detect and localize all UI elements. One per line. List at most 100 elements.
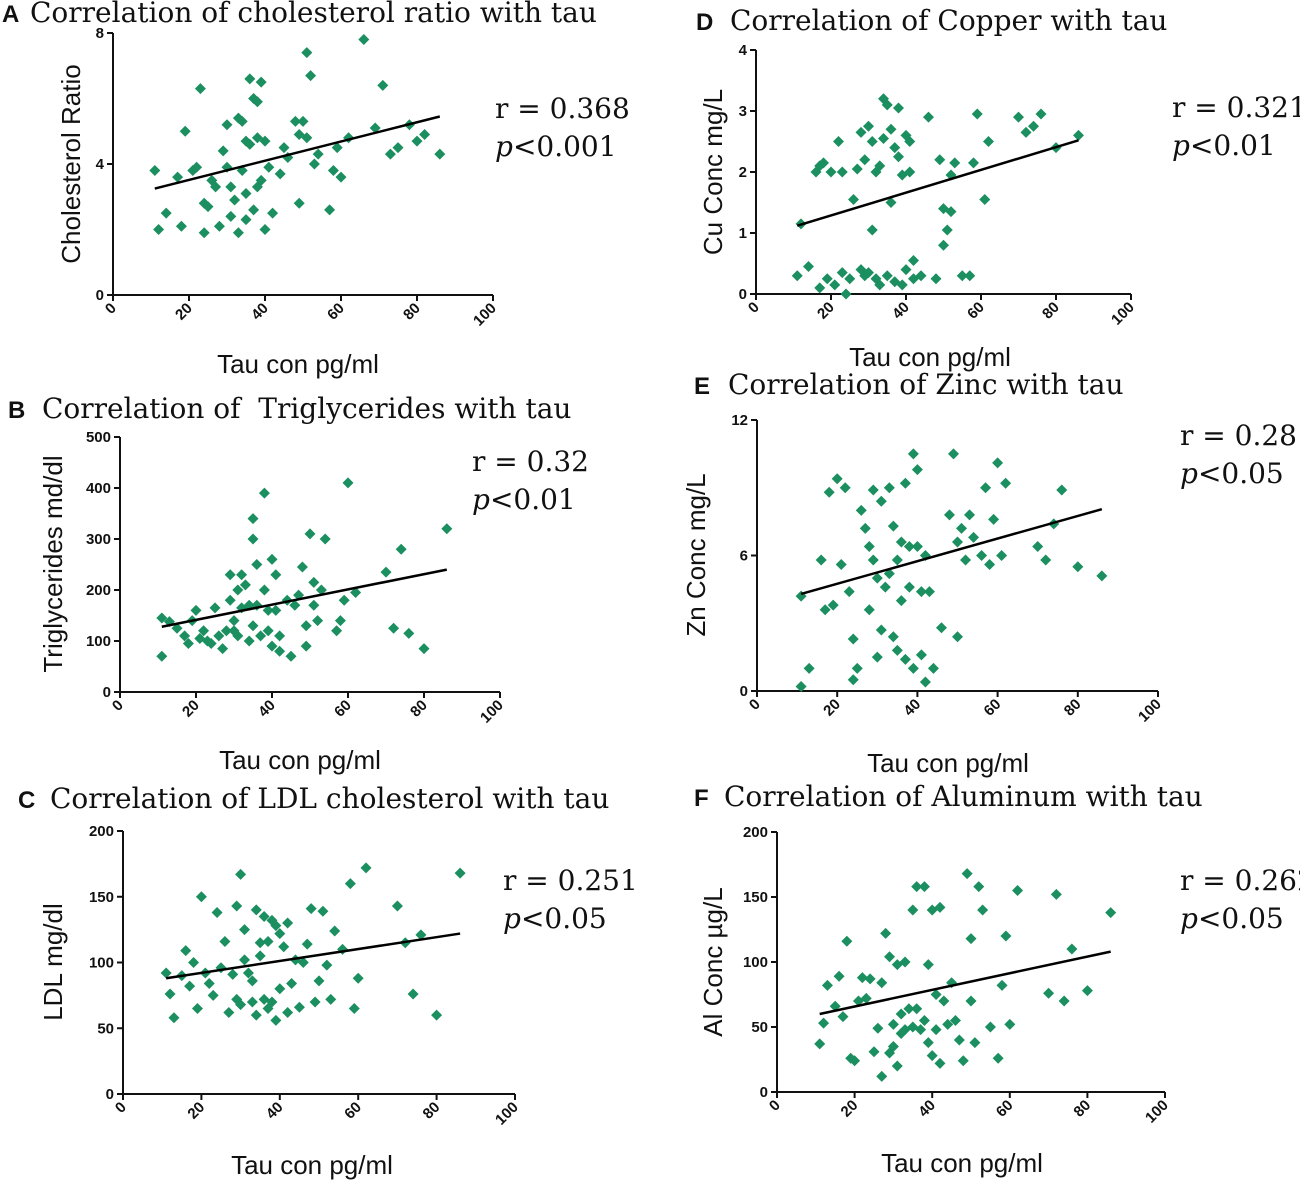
data-point — [270, 920, 282, 932]
p-threshold: <0.001 — [513, 130, 617, 163]
data-point — [979, 193, 991, 205]
data-point — [874, 160, 886, 172]
data-point — [934, 1057, 946, 1069]
p-symbol: p — [1180, 902, 1198, 935]
panel-f: F Correlation of Aluminum with tau 0 50 100 1… — [694, 780, 1300, 1178]
data-point — [965, 995, 977, 1007]
data-point — [1020, 126, 1032, 138]
x-tick-label: 20 — [179, 697, 203, 721]
data-point — [301, 47, 313, 59]
data-point — [938, 239, 949, 251]
p-threshold: <0.01 — [1190, 129, 1276, 162]
data-point — [293, 1001, 305, 1013]
data-point — [211, 907, 223, 919]
data-point — [274, 928, 286, 940]
data-point — [968, 157, 979, 169]
data-point — [980, 482, 992, 494]
data-point — [1028, 120, 1039, 132]
data-point — [231, 900, 243, 912]
data-point — [947, 448, 959, 460]
data-point — [250, 904, 262, 916]
data-point — [867, 484, 879, 496]
y-tick-label: 0 — [739, 286, 747, 303]
data-point — [244, 73, 256, 85]
data-point — [297, 957, 309, 968]
data-point — [893, 102, 904, 114]
data-point — [300, 640, 312, 652]
data-point — [903, 1003, 915, 1015]
y-tick-label: 150 — [743, 889, 768, 906]
data-point — [392, 142, 404, 154]
data-point — [395, 543, 407, 555]
data-point — [258, 487, 270, 499]
data-point — [227, 968, 239, 980]
x-axis-label: Tau con pg/ml — [231, 1150, 393, 1180]
data-point — [247, 533, 259, 545]
data-point — [907, 904, 919, 916]
y-tick-label: 4 — [96, 156, 105, 173]
data-point — [918, 881, 930, 893]
data-point — [984, 559, 996, 571]
data-point — [1073, 129, 1084, 141]
data-point — [369, 122, 381, 134]
data-point — [945, 206, 957, 218]
data-point — [903, 581, 915, 593]
data-point — [209, 602, 221, 614]
x-tick-label: 80 — [1061, 696, 1085, 720]
data-point — [388, 622, 400, 634]
data-point — [977, 904, 989, 916]
data-point — [885, 197, 897, 208]
data-point — [855, 504, 867, 516]
data-point — [825, 166, 837, 178]
data-point — [1066, 943, 1078, 955]
data-point — [1000, 930, 1012, 942]
correlation-r: r = 0.251 — [503, 864, 638, 897]
y-tick-label: 100 — [743, 954, 768, 971]
data-point — [282, 917, 294, 929]
data-point — [1081, 985, 1093, 997]
data-point — [236, 569, 248, 581]
data-point — [235, 868, 247, 880]
data-point — [331, 142, 343, 154]
data-point — [254, 937, 266, 949]
data-point — [331, 625, 343, 637]
data-point — [843, 586, 855, 598]
data-point — [915, 649, 927, 661]
data-point — [308, 599, 320, 611]
data-point — [911, 540, 923, 552]
data-point — [266, 640, 278, 652]
data-point — [235, 999, 247, 1011]
data-point — [907, 662, 919, 674]
data-point — [992, 1052, 1004, 1064]
data-point — [904, 166, 916, 178]
panel-e: E Correlation of Zinc with tau 0 6 12 0 20 40 60… — [681, 368, 1300, 778]
data-point — [274, 983, 286, 995]
y-tick-label: 400 — [86, 480, 111, 497]
data-point — [849, 1055, 861, 1067]
data-point — [247, 620, 259, 632]
data-point — [160, 967, 172, 979]
data-point — [930, 273, 942, 285]
x-tick-label: 100 — [1108, 299, 1138, 329]
data-point — [863, 267, 874, 279]
data-point — [923, 586, 935, 598]
regression-line — [161, 568, 448, 628]
data-point — [864, 973, 876, 985]
data-point — [859, 522, 871, 534]
data-point — [992, 457, 1004, 469]
data-point — [329, 925, 341, 937]
data-point — [899, 956, 911, 968]
data-point — [171, 622, 183, 634]
y-tick-label: 0 — [760, 1084, 768, 1101]
p-value: p<0.01 — [1172, 129, 1276, 162]
data-point — [247, 513, 259, 525]
data-point — [194, 83, 206, 95]
data-point — [246, 996, 258, 1008]
data-point — [312, 615, 324, 627]
data-point — [887, 1041, 899, 1052]
data-point — [289, 599, 301, 611]
y-tick-label: 300 — [86, 531, 111, 548]
data-point — [934, 154, 946, 166]
data-point — [239, 954, 251, 966]
data-point — [239, 924, 251, 936]
